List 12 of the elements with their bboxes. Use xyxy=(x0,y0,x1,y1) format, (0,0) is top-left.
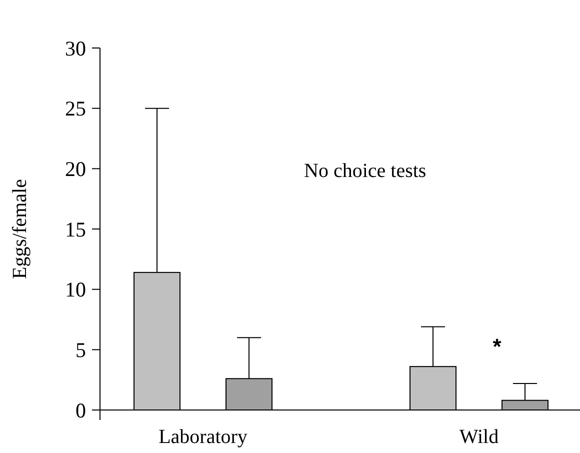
annotation: * xyxy=(492,334,502,360)
x-tick-label: Laboratory xyxy=(158,426,248,448)
x-tick-label: Wild xyxy=(459,426,499,448)
y-tick-label: 5 xyxy=(76,338,86,362)
y-axis-title: Eggs/female xyxy=(9,178,31,279)
y-tick-label: 30 xyxy=(65,36,86,60)
y-tick-label: 20 xyxy=(65,157,86,182)
y-tick-label: 0 xyxy=(76,398,86,422)
y-tick-label: 25 xyxy=(65,96,86,121)
annotation: No choice tests xyxy=(304,160,426,182)
y-tick-label: 10 xyxy=(65,278,86,302)
y-tick-label: 15 xyxy=(65,217,86,242)
